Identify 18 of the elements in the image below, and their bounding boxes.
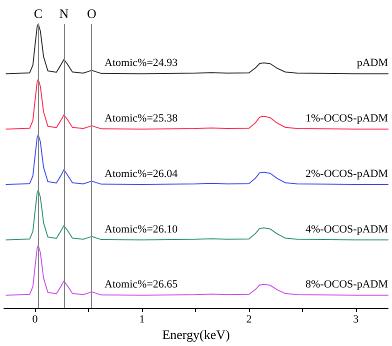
ref-line-label: N <box>59 6 70 21</box>
annotation: Atomic%=24.93 <box>104 57 178 70</box>
annotation: Atomic%=26.04 <box>104 168 178 180</box>
annotation: Atomic%=25.38 <box>104 112 178 125</box>
ref-line-label: O <box>87 6 96 21</box>
series-label: pADM <box>356 57 388 70</box>
x-tick-label: 1 <box>139 314 145 326</box>
annotation: Atomic%=26.65 <box>104 278 178 291</box>
annotation: Atomic%=26.10 <box>104 223 178 236</box>
x-tick-label: 2 <box>246 314 252 326</box>
series-label: 4%-OCOS-pADM <box>306 223 388 236</box>
x-tick-label: 3 <box>353 314 360 326</box>
ref-line-label: C <box>34 6 43 21</box>
series-label: 2%-OCOS-pADM <box>306 168 388 180</box>
series-label: 8%-OCOS-pADM <box>306 278 388 291</box>
x-tick-label: 0 <box>32 314 38 326</box>
series-label: 1%-OCOS-pADM <box>306 112 388 125</box>
x-axis-title: Energy(keV) <box>162 327 230 342</box>
